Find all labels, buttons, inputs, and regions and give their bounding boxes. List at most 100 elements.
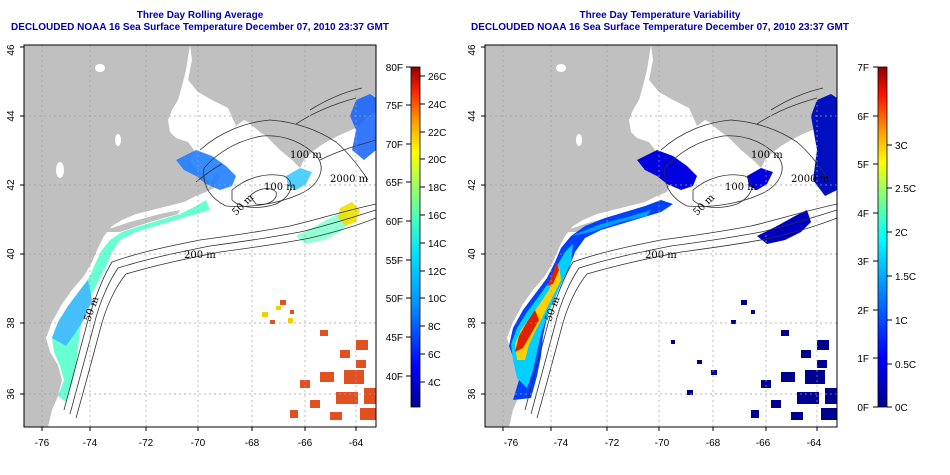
right-x-tick: -66 [756,438,771,449]
right-map: 100 m 2000 m 100 m 50 m 200 m 50 m -76 -… [467,44,838,449]
bathymetry-contours [63,87,376,419]
colorbar-c-label: 6C [428,350,441,361]
left-x-tick: -70 [191,438,206,449]
colorbar-f-label: 2F [857,306,869,317]
colorbar-c-label: 8C [428,322,441,333]
colorbar-c-label: 0C [895,403,908,414]
left-x-tick: -74 [83,438,98,449]
contour-label-200m: 200 m [645,250,677,261]
colorbar-c-label: 2C [895,228,908,239]
colorbar-c-label: 26C [428,72,446,83]
left-map: 100 m 2000 m 100 m 50 m 200 m 50 m -76 -… [6,44,377,449]
sst-warm-patches [270,300,376,420]
contour-label-200m: 200 m [184,250,216,261]
right-x-tick: -68 [706,438,721,449]
right-x-tick: -64 [807,438,822,449]
var-coastal-red [515,262,559,352]
colorbar-f-label: 3F [857,257,869,268]
left-y-tick: 38 [6,317,17,329]
left-x-tick: -68 [245,438,260,449]
colorbar-c-label: 20C [428,155,446,166]
colorbar-c-label: 1.5C [895,272,916,283]
colorbar-c-label: 16C [428,211,446,222]
colorbar-f-label: 6F [857,112,869,123]
contour-label-2000m: 2000 m [791,174,830,185]
right-x-tick: -74 [554,438,569,449]
left-x-tick: -76 [35,438,50,449]
colorbar-c-label: 3C [895,141,908,152]
sst-gulf-maine [176,150,236,190]
colorbar-c-label: 24C [428,100,446,111]
left-y-tick: 42 [6,179,17,191]
left-x-tick: -64 [349,438,364,449]
left-y-axis [20,46,24,395]
right-y-axis [481,46,485,395]
left-y-tick: 46 [6,44,17,56]
left-x-tick: -72 [139,438,154,449]
right-y-tick: 40 [467,248,478,260]
var-gulf-maine [637,150,697,190]
right-x-tick: -70 [655,438,670,449]
colorbar-f-label: 70F [386,140,403,151]
colorbar-c-label: 0.5C [895,360,916,371]
right-y-tick: 42 [467,179,478,191]
land-long-island [100,210,180,232]
colorbar-f-label: 1F [857,354,869,365]
colorbar-f-label: 45F [386,333,403,344]
colorbar-f-label: 60F [386,217,403,228]
colorbar-c-label: 22C [428,128,446,139]
colorbar-f-label: 75F [386,101,403,112]
colorbar-f-label: 55F [386,256,403,267]
colorbar-f-label: 40F [386,372,403,383]
sst-yellow-patches [262,306,293,323]
right-title-line1: Three Day Temperature Variability [579,10,741,21]
colorbar-f-label: 80F [386,63,403,74]
colorbar-f-label: 65F [386,178,403,189]
contour-label-100m-north: 100 m [290,150,322,161]
contour-label-100m-georges: 100 m [725,182,757,193]
right-y-tick: 46 [467,44,478,56]
left-colorbar: 80F 75F 70F 65F 60F 55F 50F 45F 40F 26C … [386,63,446,408]
left-x-tick: -66 [298,438,313,449]
colorbar-c-label: 18C [428,183,446,194]
right-x-axis [502,427,818,431]
var-li-sound [571,210,651,236]
colorbar-c-label: 10C [428,294,446,305]
right-title-line2: DECLOUDED NOAA 16 Sea Surface Temperatur… [471,22,849,33]
contour-label-100m-north: 100 m [751,150,783,161]
land-nova-scotia [250,62,376,146]
sst-georges [286,168,312,190]
left-grid [24,45,376,427]
sst-shelf-break [296,210,350,244]
colorbar-f-label: 0F [857,403,869,414]
left-title-line2: DECLOUDED NOAA 16 Sea Surface Temperatur… [11,22,389,33]
left-title-line1: Three Day Rolling Average [136,10,264,21]
right-colorbar: 7F 6F 5F 4F 3F 2F 1F 0F 3C 2.5C 2C 1.5C … [857,63,916,414]
colorbar-c-label: 12C [428,267,446,278]
var-east-blue [811,94,837,196]
colorbar-f-label: 50F [386,294,403,305]
right-x-tick: -72 [605,438,620,449]
right-x-tick: -76 [504,438,519,449]
right-y-tick: 38 [467,317,478,329]
right-y-tick: 36 [467,388,478,400]
colorbar-f-label: 5F [857,160,869,171]
left-y-tick: 44 [6,110,17,122]
sst-eastern-blue [350,94,376,160]
contour-label-2000m: 2000 m [330,174,369,185]
var-shelf-ne [757,210,811,244]
colorbar-c-label: 1C [895,316,908,327]
colorbar-f-label: 7F [857,63,869,74]
colorbar-c-label: 14C [428,239,446,250]
colorbar-c-label: 2.5C [895,184,916,195]
left-y-tick: 36 [6,388,17,400]
var-scattered-patches [671,300,837,420]
sst-nearshore [52,280,92,346]
colorbar-f-label: 4F [857,209,869,220]
colorbar-c-label: 4C [428,378,441,389]
right-y-tick: 44 [467,110,478,122]
land-nova-scotia [711,62,837,146]
contour-label-100m-georges: 100 m [264,182,296,193]
left-y-tick: 40 [6,248,17,260]
